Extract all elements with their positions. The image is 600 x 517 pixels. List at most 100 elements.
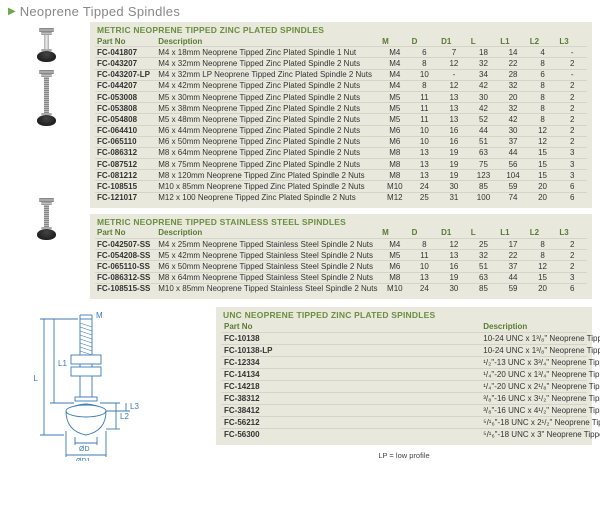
- cell-description: M12 x 100 Neoprene Tipped Zinc Plated Sp…: [156, 192, 380, 203]
- cell-partno: FC-064410: [95, 125, 156, 136]
- column-header: D1: [439, 36, 469, 47]
- cell-value: 13: [439, 250, 469, 261]
- cell-partno: FC-065110: [95, 136, 156, 147]
- cell-value: 12: [439, 239, 469, 250]
- cell-value: 30: [469, 91, 499, 102]
- cell-value: 2: [557, 91, 587, 102]
- cell-partno: FC-38412: [221, 404, 480, 416]
- cell-value: 30: [498, 125, 528, 136]
- table-row: FC-041807M4 x 18mm Neoprene Tipped Zinc …: [95, 47, 587, 58]
- cell-partno: FC-043207-LP: [95, 69, 156, 80]
- cell-description: ⁵/¹₆"-18 UNC x 2¹/₂" Neoprene Tipped Zin…: [480, 416, 587, 428]
- table-row: FC-56212⁵/¹₆"-18 UNC x 2¹/₂" Neoprene Ti…: [221, 416, 587, 428]
- column-header: L: [469, 36, 499, 47]
- cell-partno: FC-56300: [221, 428, 480, 440]
- cell-value: M10: [380, 181, 410, 192]
- table-row: FC-14134¹/₄"-20 UNC x 1³/₄" Neoprene Tip…: [221, 368, 587, 380]
- cell-value: 63: [469, 272, 499, 283]
- column-header: L2: [528, 36, 558, 47]
- cell-description: M8 x 75mm Neoprene Tipped Zinc Plated Sp…: [156, 159, 380, 170]
- cell-description: M10 x 85mm Neoprene Tipped Zinc Plated S…: [156, 181, 380, 192]
- cell-value: 19: [439, 159, 469, 170]
- cell-value: 12: [439, 80, 469, 91]
- cell-value: 10: [410, 125, 440, 136]
- cell-value: 2: [557, 125, 587, 136]
- cell-value: -: [439, 69, 469, 80]
- cell-value: 74: [498, 192, 528, 203]
- page-title: Neoprene Tipped Spindles: [20, 4, 180, 19]
- cell-partno: FC-12334: [221, 356, 480, 368]
- table-row: FC-054208-SSM5 x 42mm Neoprene Tipped St…: [95, 250, 587, 261]
- column-header: M: [380, 36, 410, 47]
- cell-value: 6: [528, 69, 558, 80]
- cell-description: ¹/₂"-13 UNC x 3³/₄" Neoprene Tipped Zinc…: [480, 356, 587, 368]
- cell-value: 32: [469, 58, 499, 69]
- table-row: FC-12334¹/₂"-13 UNC x 3³/₄" Neoprene Tip…: [221, 356, 587, 368]
- column-header: D: [410, 228, 440, 239]
- cell-description: M5 x 30mm Neoprene Tipped Zinc Plated Sp…: [156, 91, 380, 102]
- cell-value: 13: [410, 170, 440, 181]
- cell-value: M4: [380, 80, 410, 91]
- cell-value: M5: [380, 103, 410, 114]
- cell-value: 13: [439, 103, 469, 114]
- table-row: FC-042507-SSM4 x 25mm Neoprene Tipped St…: [95, 239, 587, 250]
- column-header: L3: [557, 36, 587, 47]
- label-L1: L1: [58, 359, 67, 368]
- cell-value: 63: [469, 147, 499, 158]
- cell-value: 13: [439, 91, 469, 102]
- column-header: L1: [498, 228, 528, 239]
- column-header: Part No: [95, 36, 156, 47]
- table-metric-ss: Part NoDescriptionMDD1LL1L2L3 FC-042507-…: [95, 228, 587, 294]
- cell-value: 31: [439, 192, 469, 203]
- cell-description: 10-24 UNC x 1³/₈" Neoprene Tipped Zinc P…: [480, 332, 587, 344]
- column-header: Part No: [221, 321, 480, 333]
- cell-partno: FC-14218: [221, 380, 480, 392]
- table-row: FC-087512M8 x 75mm Neoprene Tipped Zinc …: [95, 159, 587, 170]
- cell-partno: FC-108515-SS: [95, 283, 156, 294]
- table-row: FC-108515-SSM10 x 85mm Neoprene Tipped S…: [95, 283, 587, 294]
- cell-description: M8 x 120mm Neoprene Tipped Zinc Plated S…: [156, 170, 380, 181]
- cell-value: 85: [469, 283, 499, 294]
- cell-value: 25: [469, 239, 499, 250]
- cell-value: 104: [498, 170, 528, 181]
- cell-value: 12: [439, 58, 469, 69]
- cell-value: 14: [498, 47, 528, 58]
- column-header: L2: [528, 228, 558, 239]
- cell-value: 2: [557, 80, 587, 91]
- section-title: UNC NEOPRENE TIPPED ZINC PLATED SPINDLES: [221, 310, 587, 320]
- column-header: D: [410, 36, 440, 47]
- cell-value: 3: [557, 159, 587, 170]
- cell-value: 2: [557, 103, 587, 114]
- cell-value: M4: [380, 47, 410, 58]
- table-row: FC-121017M12 x 100 Neoprene Tipped Zinc …: [95, 192, 587, 203]
- cell-value: M8: [380, 159, 410, 170]
- spindle-icon-short: [37, 28, 56, 62]
- cell-value: 42: [498, 114, 528, 125]
- cell-value: 30: [439, 181, 469, 192]
- cell-value: 3: [557, 170, 587, 181]
- section-title: METRIC NEOPRENE TIPPED STAINLESS STEEL S…: [95, 217, 587, 227]
- cell-value: M6: [380, 136, 410, 147]
- table-row: FC-10138-LP10-24 UNC x 1³/₈" Neoprene Ti…: [221, 344, 587, 356]
- table-row: FC-053008M5 x 30mm Neoprene Tipped Zinc …: [95, 91, 587, 102]
- cell-value: 44: [498, 147, 528, 158]
- cell-value: 6: [410, 47, 440, 58]
- cell-partno: FC-10138-LP: [221, 344, 480, 356]
- cell-value: 15: [528, 147, 558, 158]
- cell-value: -: [557, 47, 587, 58]
- table-row: FC-043207M4 x 32mm Neoprene Tipped Zinc …: [95, 58, 587, 69]
- cell-value: 16: [439, 125, 469, 136]
- cell-partno: FC-042507-SS: [95, 239, 156, 250]
- cell-value: 17: [498, 239, 528, 250]
- cell-description: M5 x 42mm Neoprene Tipped Stainless Stee…: [156, 250, 380, 261]
- cell-partno: FC-043207: [95, 58, 156, 69]
- cell-value: M8: [380, 272, 410, 283]
- cell-value: 8: [410, 58, 440, 69]
- cell-description: ⁵/¹₆"-18 UNC x 3" Neoprene Tipped Zinc P…: [480, 428, 587, 440]
- cell-value: 15: [528, 159, 558, 170]
- cell-value: 6: [557, 192, 587, 203]
- table-row: FC-053808M5 x 38mm Neoprene Tipped Zinc …: [95, 103, 587, 114]
- cell-value: 100: [469, 192, 499, 203]
- cell-value: -: [557, 69, 587, 80]
- cell-value: 12: [528, 125, 558, 136]
